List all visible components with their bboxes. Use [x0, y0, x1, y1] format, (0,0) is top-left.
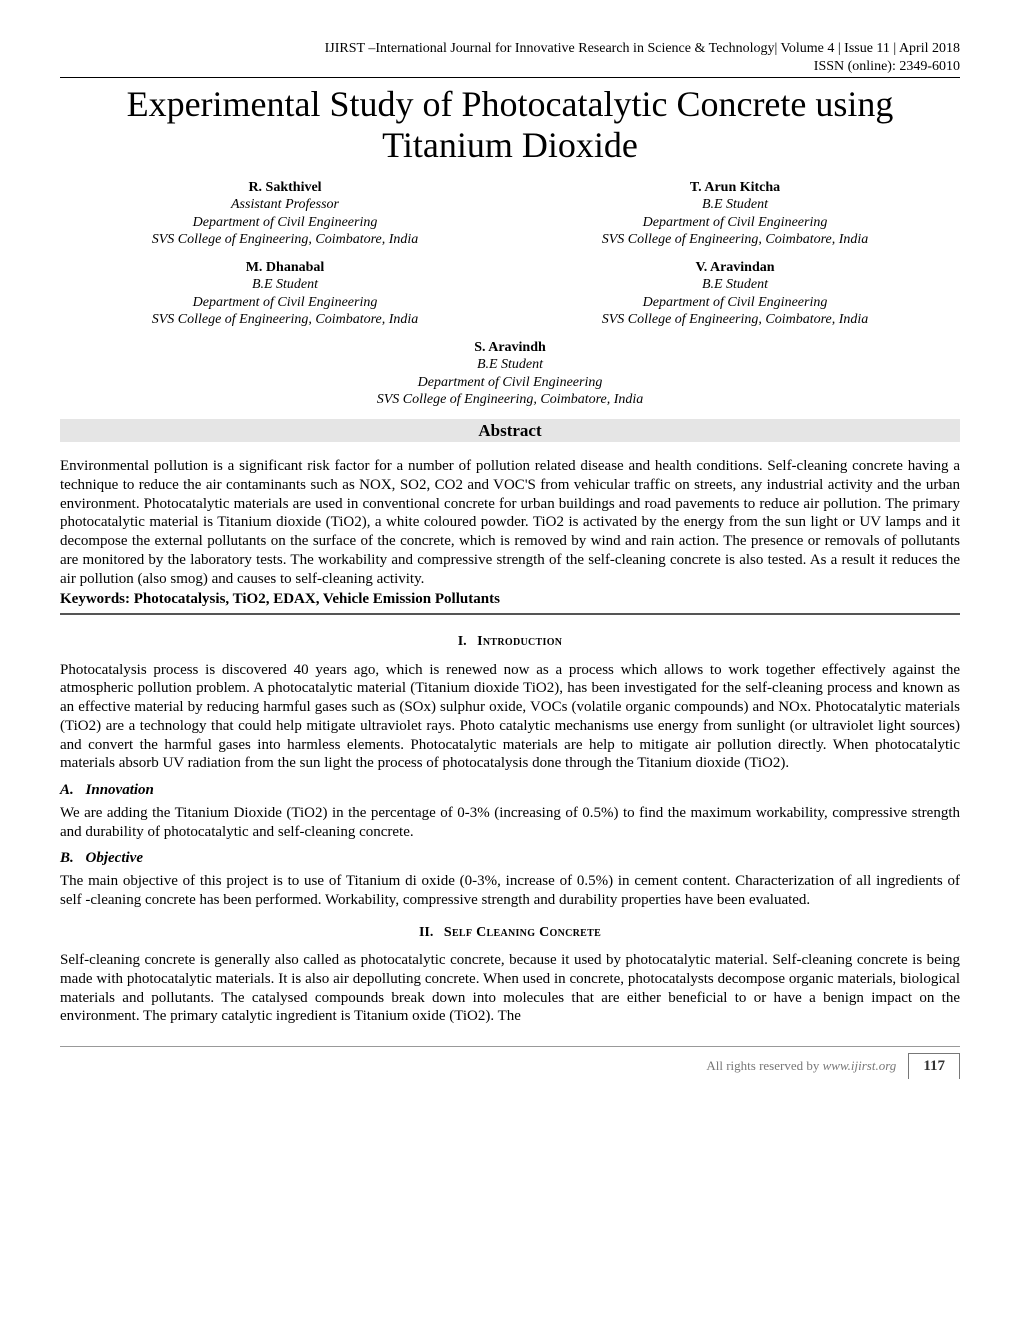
intro-paragraph: Photocatalysis process is discovered 40 … [60, 661, 960, 774]
author-inst: SVS College of Engineering, Coimbatore, … [60, 311, 510, 329]
authors-row-2: M. Dhanabal B.E Student Department of Ci… [60, 259, 960, 329]
subsection-title: Innovation [86, 782, 154, 798]
objective-text: The main objective of this project is to… [60, 872, 960, 910]
section-num: I. [458, 634, 467, 649]
footer-site: www.ijirst.org [823, 1058, 897, 1073]
authors-row-3: S. Aravindh B.E Student Department of Ci… [60, 339, 960, 409]
author-block: M. Dhanabal B.E Student Department of Ci… [60, 259, 510, 329]
author-name: T. Arun Kitcha [510, 179, 960, 197]
page-number: 117 [908, 1053, 960, 1079]
subsection-b: B. Objective [60, 849, 960, 868]
author-block: S. Aravindh B.E Student Department of Ci… [60, 339, 960, 409]
author-block: R. Sakthivel Assistant Professor Departm… [60, 179, 510, 249]
author-dept: Department of Civil Engineering [510, 294, 960, 312]
author-role: Assistant Professor [60, 196, 510, 214]
footer-prefix: All rights reserved by [706, 1058, 822, 1073]
author-inst: SVS College of Engineering, Coimbatore, … [60, 391, 960, 409]
section2-paragraph: Self-cleaning concrete is generally also… [60, 951, 960, 1026]
author-block: T. Arun Kitcha B.E Student Department of… [510, 179, 960, 249]
author-dept: Department of Civil Engineering [60, 214, 510, 232]
abstract-text: Environmental pollution is a significant… [60, 457, 960, 588]
author-inst: SVS College of Engineering, Coimbatore, … [510, 311, 960, 329]
subsection-letter: B. [60, 850, 74, 866]
author-dept: Department of Civil Engineering [60, 374, 960, 392]
section-heading-2: II. Self Cleaning Concrete [60, 924, 960, 942]
section-heading-intro: I. Introduction [60, 633, 960, 651]
author-role: B.E Student [60, 276, 510, 294]
authors-row-1: R. Sakthivel Assistant Professor Departm… [60, 179, 960, 249]
journal-header: IJIRST –International Journal for Innova… [60, 40, 960, 78]
section-title: Self Cleaning Concrete [444, 925, 601, 940]
author-block: V. Aravindan B.E Student Department of C… [510, 259, 960, 329]
author-inst: SVS College of Engineering, Coimbatore, … [60, 231, 510, 249]
paper-title: Experimental Study of Photocatalytic Con… [60, 84, 960, 167]
author-name: R. Sakthivel [60, 179, 510, 197]
author-name: S. Aravindh [60, 339, 960, 357]
author-role: B.E Student [510, 276, 960, 294]
author-inst: SVS College of Engineering, Coimbatore, … [510, 231, 960, 249]
section-num: II. [419, 925, 433, 940]
divider [60, 613, 960, 615]
author-role: B.E Student [60, 356, 960, 374]
author-name: V. Aravindan [510, 259, 960, 277]
journal-line: IJIRST –International Journal for Innova… [325, 41, 960, 56]
author-dept: Department of Civil Engineering [510, 214, 960, 232]
abstract-heading: Abstract [60, 419, 960, 442]
page-footer: All rights reserved by www.ijirst.org 11… [60, 1046, 960, 1079]
author-dept: Department of Civil Engineering [60, 294, 510, 312]
author-name: M. Dhanabal [60, 259, 510, 277]
keywords: Keywords: Photocatalysis, TiO2, EDAX, Ve… [60, 590, 960, 609]
subsection-title: Objective [86, 850, 143, 866]
section-title: Introduction [477, 634, 562, 649]
subsection-a: A. Innovation [60, 781, 960, 800]
footer-rights: All rights reserved by www.ijirst.org [706, 1055, 908, 1077]
author-role: B.E Student [510, 196, 960, 214]
subsection-letter: A. [60, 782, 74, 798]
innovation-text: We are adding the Titanium Dioxide (TiO2… [60, 804, 960, 842]
issn-line: ISSN (online): 2349-6010 [814, 59, 960, 74]
